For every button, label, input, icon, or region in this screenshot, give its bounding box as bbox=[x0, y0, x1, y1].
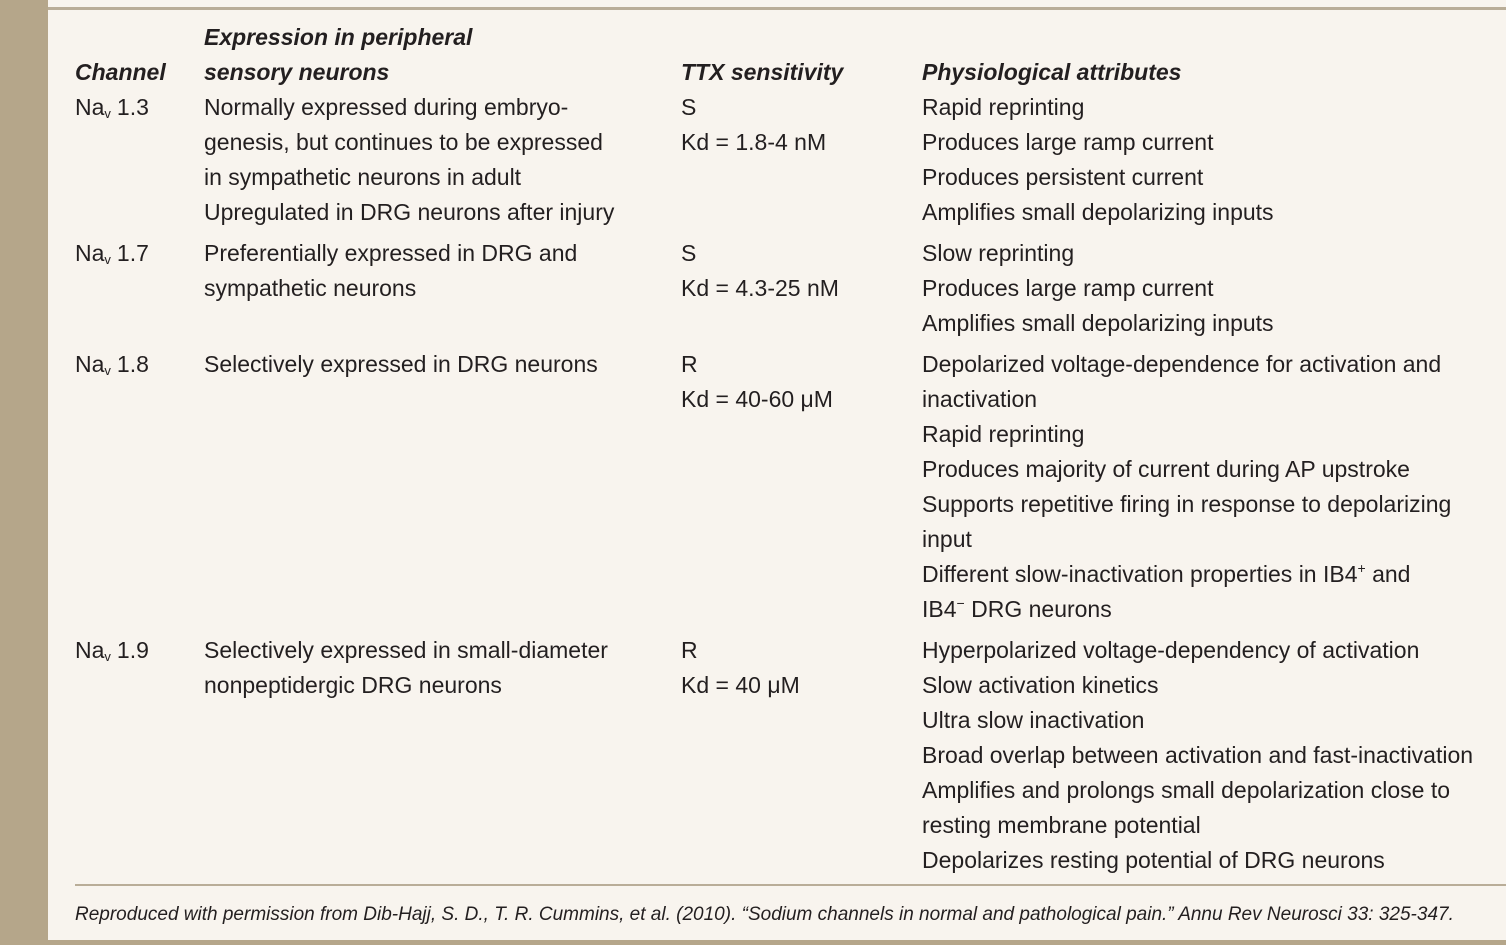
expression-line: Selectively expressed in small-diameter bbox=[204, 637, 608, 663]
channel-number: 1.8 bbox=[116, 351, 149, 377]
attributes-line: Depolarizes resting potential of DRG neu… bbox=[922, 847, 1385, 873]
attributes-line: input bbox=[922, 526, 972, 552]
expression-cell: Preferentially expressed in DRG and sympa… bbox=[204, 236, 681, 341]
text: and bbox=[1365, 561, 1411, 587]
channel-base: Na bbox=[75, 351, 105, 377]
attributes-cell: Rapid reprinting Produces large ramp curr… bbox=[922, 90, 1506, 230]
attributes-line: Amplifies small depolarizing inputs bbox=[922, 310, 1274, 336]
attributes-line: Different slow-inactivation properties i… bbox=[922, 557, 1506, 592]
table: Channel Expression in peripheral sensory… bbox=[75, 20, 1506, 884]
header-channel: Channel bbox=[75, 59, 166, 85]
attributes-line: Produces persistent current bbox=[922, 164, 1204, 190]
attributes-cell: Depolarized voltage-dependence for activ… bbox=[922, 347, 1506, 627]
channel-number: 1.7 bbox=[116, 240, 149, 266]
table-row: Nav 1.3 Normally expressed during embryo-g… bbox=[75, 90, 1506, 236]
ttx-cell: S Kd = 4.3-25 nM bbox=[681, 236, 922, 341]
expression-line: Normally expressed during embryo- bbox=[204, 94, 569, 120]
attributes-line: resting membrane potential bbox=[922, 812, 1201, 838]
bottom-bar bbox=[48, 940, 1506, 945]
header-expression: Expression in peripheral sensory neurons bbox=[204, 20, 681, 90]
header-row: Channel Expression in peripheral sensory… bbox=[75, 20, 1506, 90]
expression-line: Upregulated in DRG neurons after injury bbox=[204, 199, 615, 225]
channel-cell: Nav 1.9 bbox=[75, 633, 204, 878]
channel-cell: Nav 1.8 bbox=[75, 347, 204, 627]
attributes-line: Amplifies small depolarizing inputs bbox=[922, 199, 1274, 225]
attributes-line: Amplifies and prolongs small depolarizat… bbox=[922, 777, 1451, 803]
attributes-line: Slow reprinting bbox=[922, 240, 1075, 266]
expression-cell: Normally expressed during embryo-genesis… bbox=[204, 90, 681, 230]
expression-line: in sympathetic neurons in adult bbox=[204, 164, 522, 190]
ttx-cell: R Kd = 40-60 μM bbox=[681, 347, 922, 627]
ttx-line: R bbox=[681, 351, 698, 377]
text: Different slow-inactivation properties i… bbox=[922, 561, 1358, 587]
side-bar bbox=[0, 0, 48, 945]
top-rule bbox=[48, 7, 1506, 10]
ttx-line: Kd = 4.3-25 nM bbox=[681, 275, 839, 301]
channel-cell: Nav 1.7 bbox=[75, 236, 204, 341]
superscript: + bbox=[1357, 560, 1366, 576]
ttx-line: S bbox=[681, 94, 697, 120]
expression-line: sympathetic neurons bbox=[204, 275, 417, 301]
attributes-line: Hyperpolarized voltage-dependency of act… bbox=[922, 637, 1420, 663]
channel-cell: Nav 1.3 bbox=[75, 90, 204, 230]
header-ttx: TTX sensitivity bbox=[681, 59, 844, 85]
attributes-line: Ultra slow inactivation bbox=[922, 707, 1145, 733]
table-row: Nav 1.7 Preferentially expressed in DRG an… bbox=[75, 236, 1506, 347]
ttx-cell: S Kd = 1.8-4 nM bbox=[681, 90, 922, 230]
channel-number: 1.3 bbox=[116, 94, 149, 120]
attributes-line: Slow activation kinetics bbox=[922, 672, 1159, 698]
text: DRG neurons bbox=[964, 596, 1112, 622]
attributes-cell: Hyperpolarized voltage-dependency of act… bbox=[922, 633, 1506, 878]
expression-cell: Selectively expressed in DRG neurons bbox=[204, 347, 681, 627]
ttx-line: Kd = 40-60 μM bbox=[681, 386, 833, 412]
attributes-line: Depolarized voltage-dependence for activ… bbox=[922, 351, 1442, 377]
header-attributes: Physiological attributes bbox=[922, 59, 1182, 85]
text: IB4 bbox=[922, 596, 957, 622]
attributes-line: Rapid reprinting bbox=[922, 421, 1085, 447]
attributes-line: Rapid reprinting bbox=[922, 94, 1085, 120]
expression-line: Preferentially expressed in DRG and bbox=[204, 240, 578, 266]
footer-rule bbox=[75, 884, 1506, 886]
expression-line: genesis, but continues to be expressed bbox=[204, 129, 603, 155]
ttx-cell: R Kd = 40 μM bbox=[681, 633, 922, 878]
ttx-line: R bbox=[681, 637, 698, 663]
ttx-line: Kd = 40 μM bbox=[681, 672, 800, 698]
ttx-line: S bbox=[681, 240, 697, 266]
channel-sub: v bbox=[104, 252, 111, 267]
attributes-cell: Slow reprinting Produces large ramp curre… bbox=[922, 236, 1506, 341]
attributes-line: Supports repetitive firing in response t… bbox=[922, 491, 1452, 517]
attributes-line: Produces majority of current during AP u… bbox=[922, 456, 1410, 482]
table-row: Nav 1.9 Selectively expressed in small-dia… bbox=[75, 633, 1506, 884]
attributes-line: Broad overlap between activation and fas… bbox=[922, 742, 1474, 768]
channel-base: Na bbox=[75, 637, 105, 663]
header-line: Expression in peripheral bbox=[204, 24, 473, 50]
attributes-line: inactivation bbox=[922, 386, 1038, 412]
expression-line: nonpeptidergic DRG neurons bbox=[204, 672, 502, 698]
attributes-line: IB4− DRG neurons bbox=[922, 592, 1506, 627]
channel-sub: v bbox=[104, 649, 111, 664]
superscript: − bbox=[956, 595, 965, 611]
attributes-line: Produces large ramp current bbox=[922, 129, 1214, 155]
channel-base: Na bbox=[75, 94, 105, 120]
channel-sub: v bbox=[104, 106, 111, 121]
expression-cell: Selectively expressed in small-diameter n… bbox=[204, 633, 681, 878]
channel-base: Na bbox=[75, 240, 105, 266]
ttx-line: Kd = 1.8-4 nM bbox=[681, 129, 827, 155]
table-row: Nav 1.8 Selectively expressed in DRG neuro… bbox=[75, 347, 1506, 633]
header-line: sensory neurons bbox=[204, 59, 390, 85]
footnote: Reproduced with permission from Dib-Hajj… bbox=[75, 904, 1454, 925]
channel-sub: v bbox=[104, 363, 111, 378]
expression-line: Selectively expressed in DRG neurons bbox=[204, 351, 598, 377]
channel-number: 1.9 bbox=[116, 637, 149, 663]
attributes-line: Produces large ramp current bbox=[922, 275, 1214, 301]
